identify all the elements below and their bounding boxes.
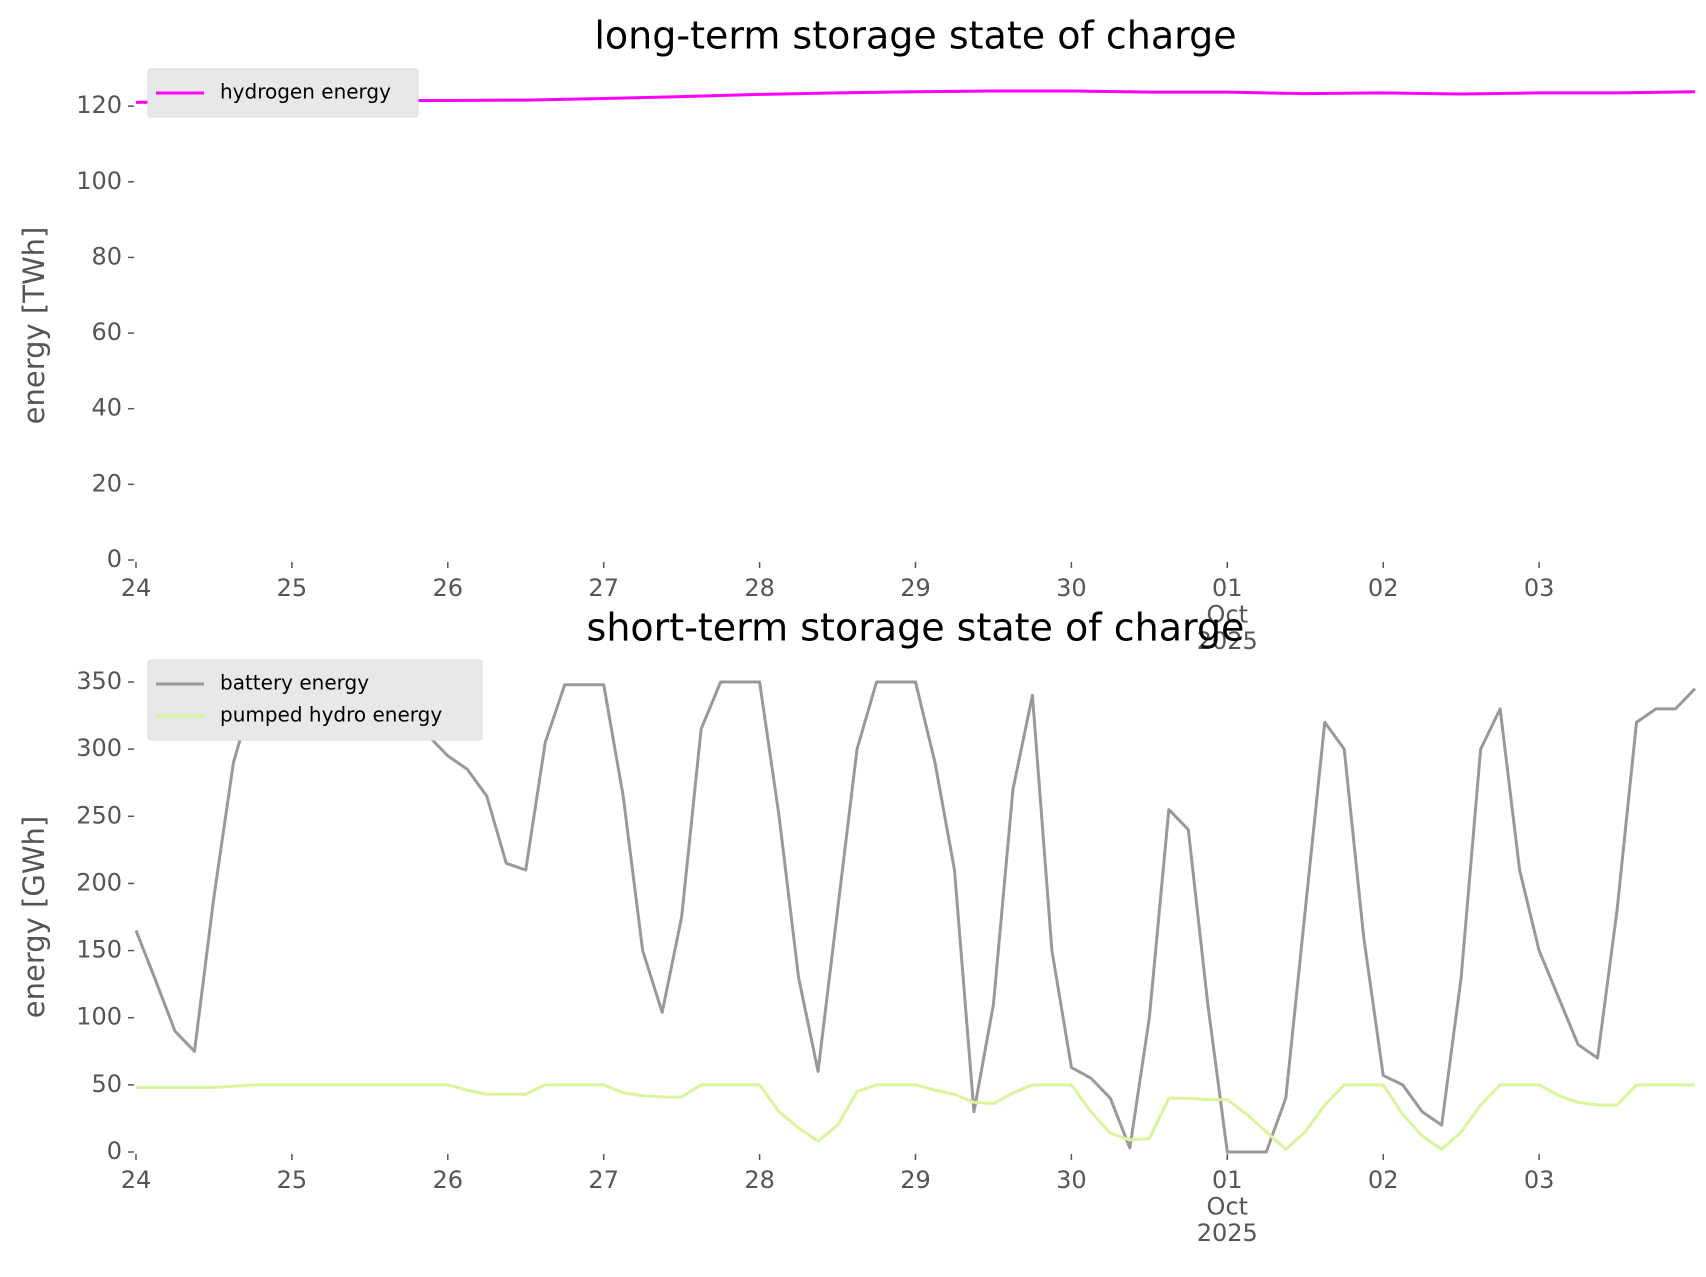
y-axis-label: energy [TWh] [17,227,51,425]
x-tick-label: 26 [433,574,464,602]
y-tick-label: 0 [107,545,122,573]
y-tick-label: 350 [76,667,122,695]
x-tick-label: 25 [277,574,308,602]
legend-box [147,659,483,741]
legend-box [147,68,419,118]
y-tick-label: 40 [91,394,122,422]
y-axis-label: energy [GWh] [17,816,51,1018]
x-tick-label: 28 [744,574,775,602]
y-tick-label: 20 [91,469,122,497]
y-tick-label: 100 [76,167,122,195]
x-tick-label: 25 [277,1166,308,1194]
x-tick-label: 03 [1524,574,1555,602]
x-tick-label: 27 [588,1166,619,1194]
x-tick-label: 29 [900,574,931,602]
x-tick-label: 28 [744,1166,775,1194]
y-tick-label: 200 [76,868,122,896]
y-tick-label: 250 [76,801,122,829]
legend-label: pumped hydro energy [220,703,442,727]
legend-label: hydrogen energy [220,80,391,104]
y-tick-label: 0 [107,1137,122,1165]
x-tick-label: 01 Oct 2025 [1197,574,1258,655]
legend-label: battery energy [220,671,369,695]
x-tick-label: 02 [1368,1166,1399,1194]
x-tick-label: 26 [433,1166,464,1194]
y-tick-label: 100 [76,1003,122,1031]
x-tick-label: 24 [121,574,152,602]
chart-title: short-term storage state of charge [587,606,1245,650]
series-line [136,1083,1695,1151]
y-tick-label: 300 [76,734,122,762]
x-tick-label: 24 [121,1166,152,1194]
x-tick-label: 30 [1056,574,1087,602]
y-tick-label: 150 [76,936,122,964]
x-tick-label: 30 [1056,1166,1087,1194]
x-tick-label: 29 [900,1166,931,1194]
y-tick-label: 120 [76,91,122,119]
y-tick-label: 60 [91,318,122,346]
chart-title: long-term storage state of charge [594,14,1236,58]
y-tick-label: 80 [91,242,122,270]
legend: hydrogen energy [147,68,419,118]
legend: battery energy pumped hydro energy [147,659,483,741]
x-tick-label: 27 [588,574,619,602]
series-line [134,680,1697,1154]
x-tick-label: 03 [1524,1166,1555,1194]
x-tick-label: 02 [1368,574,1399,602]
y-tick-label: 50 [91,1070,122,1098]
x-tick-label: 01 Oct 2025 [1197,1166,1258,1247]
